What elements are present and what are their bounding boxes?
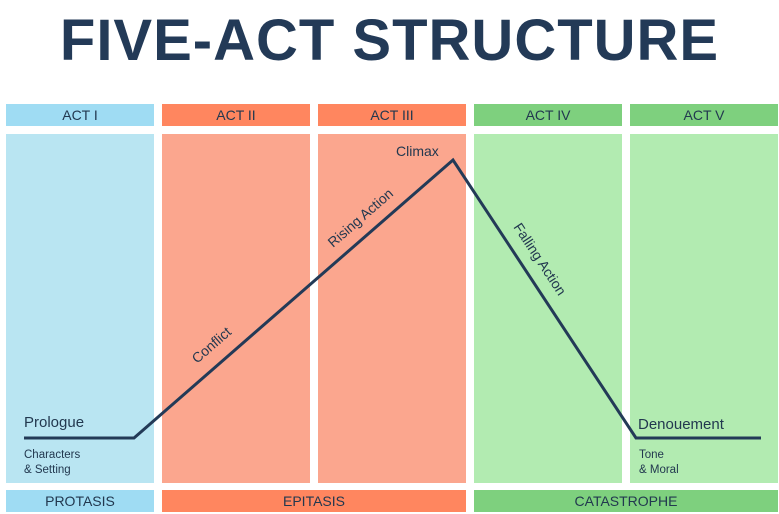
act-column-4 [474,134,622,483]
act-header-5: ACT V [630,104,778,126]
act-column-2 [162,134,310,483]
label-tone-line1: Tone [639,449,664,461]
act-header-2: ACT II [162,104,310,126]
phase-epitasis: EPITASIS [162,490,466,512]
act-column-5 [630,134,778,483]
plot-line [24,157,761,440]
phase-catastrophe: CATASTROPHE [474,490,778,512]
act-header-1: ACT I [6,104,154,126]
act-header-3: ACT III [318,104,466,126]
label-characters-line2: & Setting [24,464,71,476]
label-characters-line1: Characters [24,449,80,461]
label-tone-line2: & Moral [639,464,679,476]
label-denouement: Denouement [638,416,725,433]
label-climax: Climax [396,143,439,159]
act-column-3 [318,134,466,483]
label-conflict: Conflict [188,323,234,366]
diagram-title: FIVE-ACT STRUCTURE [59,8,720,73]
phase-protasis: PROTASIS [6,490,154,512]
act-header-4: ACT IV [474,104,622,126]
act-column-1 [6,134,154,483]
label-prologue: Prologue [24,414,84,431]
